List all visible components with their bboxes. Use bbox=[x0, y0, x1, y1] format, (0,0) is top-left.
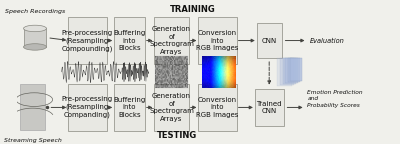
FancyBboxPatch shape bbox=[255, 89, 284, 126]
FancyBboxPatch shape bbox=[288, 58, 300, 82]
FancyBboxPatch shape bbox=[290, 58, 302, 81]
Text: Streaming Speech: Streaming Speech bbox=[4, 138, 62, 143]
Text: Buffering
into
Blocks: Buffering into Blocks bbox=[113, 97, 146, 118]
FancyBboxPatch shape bbox=[283, 58, 296, 84]
Ellipse shape bbox=[24, 25, 46, 32]
Text: Buffering
into
Blocks: Buffering into Blocks bbox=[113, 30, 146, 51]
FancyBboxPatch shape bbox=[68, 84, 107, 131]
Text: Speech Recordings: Speech Recordings bbox=[5, 9, 65, 14]
FancyBboxPatch shape bbox=[198, 84, 237, 131]
Text: Generation
of
Spectrogram
Arrays: Generation of Spectrogram Arrays bbox=[149, 26, 194, 55]
FancyBboxPatch shape bbox=[154, 17, 189, 64]
Text: Pre-processing
(Resampling
Compounding): Pre-processing (Resampling Compounding) bbox=[62, 30, 113, 52]
FancyBboxPatch shape bbox=[114, 17, 145, 64]
Text: Conversion
into
RGB Images: Conversion into RGB Images bbox=[196, 30, 239, 51]
Text: Emotion Prediction
and
Probability Scores: Emotion Prediction and Probability Score… bbox=[308, 90, 363, 108]
FancyBboxPatch shape bbox=[278, 58, 292, 86]
Bar bbox=[24, 29, 46, 47]
FancyBboxPatch shape bbox=[256, 23, 282, 58]
FancyBboxPatch shape bbox=[154, 84, 189, 131]
Text: CNN: CNN bbox=[262, 38, 277, 43]
Text: Evaluation: Evaluation bbox=[309, 38, 344, 43]
Text: Trained
CNN: Trained CNN bbox=[256, 101, 282, 114]
Text: TRAINING: TRAINING bbox=[170, 5, 216, 14]
FancyBboxPatch shape bbox=[198, 17, 237, 64]
Text: TESTING: TESTING bbox=[157, 131, 198, 140]
Ellipse shape bbox=[24, 44, 46, 50]
FancyBboxPatch shape bbox=[114, 84, 145, 131]
FancyBboxPatch shape bbox=[20, 84, 45, 130]
FancyBboxPatch shape bbox=[68, 17, 107, 64]
FancyBboxPatch shape bbox=[280, 58, 294, 85]
Text: Pre-processing
(Resampling
Companding): Pre-processing (Resampling Companding) bbox=[62, 96, 113, 119]
Text: Conversion
into
RGB Images: Conversion into RGB Images bbox=[196, 97, 239, 118]
FancyBboxPatch shape bbox=[285, 58, 298, 83]
Text: Generation
of
Spectrogram
Arrays: Generation of Spectrogram Arrays bbox=[149, 93, 194, 122]
